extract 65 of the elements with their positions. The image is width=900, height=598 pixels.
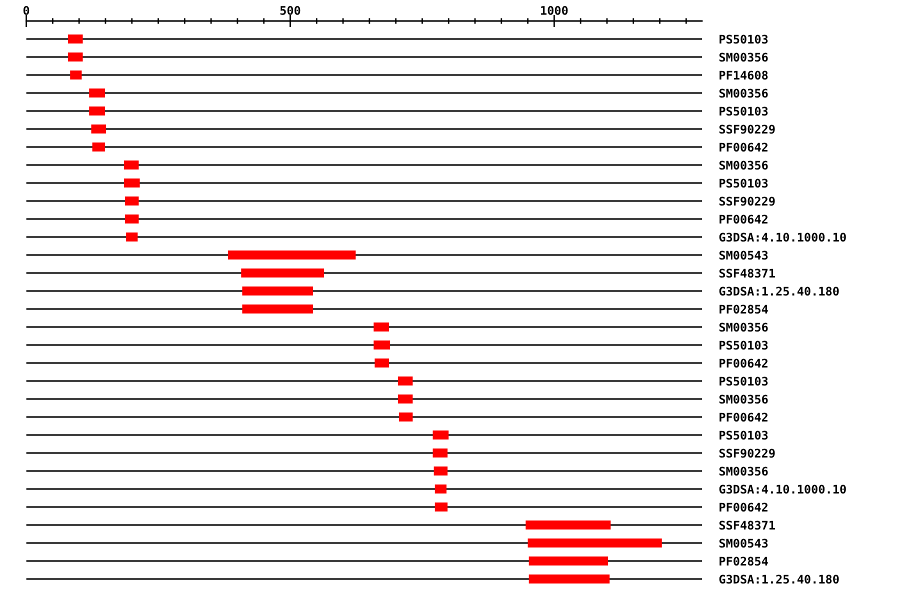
bar	[70, 70, 82, 80]
y-tick-label: PF00642	[720, 142, 768, 152]
bar	[241, 268, 324, 278]
y-tick-label: PS50103	[720, 34, 768, 44]
y-tick-label: PF00642	[720, 502, 768, 512]
y-tick-label: SM00356	[719, 52, 768, 62]
y-tick-label: PF00642	[720, 214, 768, 224]
x-tick-label: 0	[23, 6, 30, 15]
bar	[398, 394, 413, 404]
bar	[242, 304, 313, 314]
bar	[526, 520, 611, 530]
y-tick-label: SSF90229	[719, 124, 775, 134]
y-tick-label: SSF48371	[719, 520, 775, 530]
bar	[126, 232, 138, 242]
y-tick-label: SM00356	[719, 394, 768, 404]
y-tick-label: PS50103	[720, 178, 768, 188]
y-tick-label: SM00356	[719, 160, 768, 170]
y-tick-label: PS50103	[720, 376, 768, 386]
y-tick-label: G3DSA:1.25.40.180	[719, 574, 839, 584]
bar	[528, 538, 662, 548]
bar	[528, 556, 608, 566]
y-tick-label: G3DSA:4.10.1000.10	[719, 484, 846, 494]
bar	[374, 358, 389, 368]
bar	[374, 322, 389, 332]
bar	[432, 430, 449, 440]
y-tick-label: SM00356	[719, 466, 768, 476]
bar	[89, 88, 105, 98]
bar	[398, 412, 413, 422]
x-tick-label: 1000	[541, 6, 568, 15]
bar	[92, 142, 105, 152]
bar	[68, 34, 83, 44]
bar	[91, 124, 106, 134]
y-tick-label: SSF48371	[719, 268, 775, 278]
y-tick-label: SSF90229	[719, 196, 775, 206]
bar	[125, 196, 139, 206]
bar	[124, 178, 140, 188]
bar	[528, 574, 610, 584]
bar	[228, 250, 356, 260]
y-tick-label: SM00543	[719, 538, 768, 548]
bar	[434, 502, 448, 512]
y-tick-label: PF00642	[720, 412, 768, 422]
y-tick-label: G3DSA:4.10.1000.10	[719, 232, 846, 242]
y-tick-label: G3DSA:1.25.40.180	[719, 286, 839, 296]
y-tick-label: PS50103	[720, 340, 768, 350]
y-tick-label: PF00642	[720, 358, 768, 368]
x-tick-label: 500	[280, 6, 300, 15]
y-tick-label: SM00356	[719, 322, 768, 332]
y-tick-label: PF14608	[720, 70, 768, 80]
bar	[432, 448, 448, 458]
y-tick-label: PF02854	[720, 304, 768, 314]
y-tick-label: PF02854	[720, 556, 768, 566]
y-tick-label: PS50103	[720, 430, 768, 440]
y-tick-label: SM00356	[719, 88, 768, 98]
bar	[124, 160, 139, 170]
bar	[125, 214, 139, 224]
bar	[434, 466, 448, 476]
bar	[68, 52, 83, 62]
y-tick-label: SSF90229	[719, 448, 775, 458]
y-tick-label: SM00543	[719, 250, 768, 260]
bar	[374, 340, 390, 350]
bar	[89, 106, 105, 116]
bar	[398, 376, 413, 386]
y-tick-label: PS50103	[720, 106, 768, 116]
bar	[434, 484, 446, 494]
bar	[242, 286, 313, 296]
